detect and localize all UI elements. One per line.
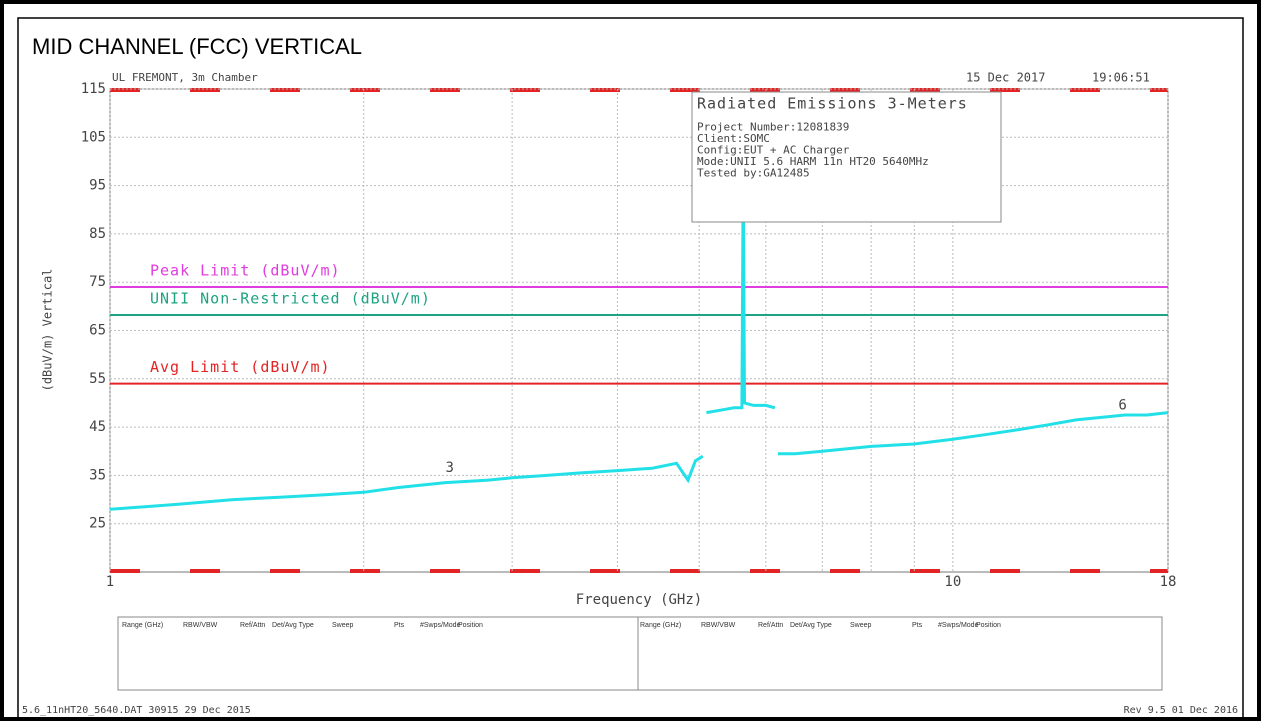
table-header: Ref/Attn (240, 622, 265, 629)
table-header: #Swps/Mode (420, 622, 461, 629)
y-tick-label: 75 (89, 274, 106, 290)
table-header: Range (GHz) (640, 622, 681, 629)
y-tick-label: 25 (89, 516, 106, 532)
y-tick-label: 45 (89, 419, 106, 435)
y-tick-label: 115 (81, 81, 106, 97)
info-line: Config:EUT + AC Charger (697, 144, 850, 157)
table-header: Pts (912, 622, 923, 629)
marker-label: 3 (446, 460, 454, 476)
trace (109, 454, 704, 511)
y-axis-label: (dBuV/m) Vertical (41, 269, 55, 392)
info-line: Client:SOMC (697, 132, 770, 145)
limit-label: Avg Limit (dBuV/m) (150, 358, 331, 376)
y-tick-label: 55 (89, 371, 106, 387)
footer-left: 5.6_11nHT20_5640.DAT 30915 29 Dec 2015 (22, 705, 251, 716)
trace (777, 411, 1169, 456)
marker-label: 6 (1118, 397, 1126, 413)
y-tick-label: 95 (89, 178, 106, 194)
table-header: Position (976, 622, 1001, 629)
table-header: #Swps/Mode (938, 622, 979, 629)
limit-label: Peak Limit (dBuV/m) (150, 262, 341, 280)
x-tick-label: 18 (1160, 574, 1177, 590)
y-tick-label: 85 (89, 226, 106, 242)
header-time: 19:06:51 (1092, 71, 1150, 85)
x-tick-label: 10 (944, 574, 961, 590)
table-header: Position (458, 622, 483, 629)
table-header: RBW/VBW (701, 622, 736, 629)
table-header: Det/Avg Type (790, 622, 832, 629)
table-header: Pts (394, 622, 405, 629)
table-header: Det/Avg Type (272, 622, 314, 629)
x-axis-label: Frequency (GHz) (576, 592, 702, 608)
y-tick-label: 65 (89, 323, 106, 339)
info-title: Radiated Emissions 3-Meters (697, 95, 968, 113)
info-line: Project Number:12081839 (697, 121, 849, 134)
x-tick-label: 1 (106, 574, 114, 590)
header-left: UL FREMONT, 3m Chamber (112, 71, 258, 84)
table-header: Ref/Attn (758, 622, 783, 629)
y-tick-label: 35 (89, 467, 106, 483)
info-line: Tested by:GA12485 (697, 167, 810, 180)
table-header: Sweep (332, 622, 354, 629)
limit-label: UNII Non-Restricted (dBuV/m) (150, 290, 431, 308)
table-header: Range (GHz) (122, 622, 163, 629)
y-tick-label: 105 (81, 129, 106, 145)
info-line: Mode:UNII 5.6 HARM 11n HT20 5640MHz (697, 155, 929, 168)
header-date: 15 Dec 2017 (966, 71, 1045, 85)
settings-table (117, 616, 1163, 691)
table-header: Sweep (850, 622, 872, 629)
inner-border (17, 17, 1244, 720)
info-box (691, 91, 1002, 223)
table-header: RBW/VBW (183, 622, 218, 629)
chart-title: MID CHANNEL (FCC) VERTICAL (32, 34, 362, 59)
footer-right: Rev 9.5 01 Dec 2016 (1124, 705, 1238, 716)
